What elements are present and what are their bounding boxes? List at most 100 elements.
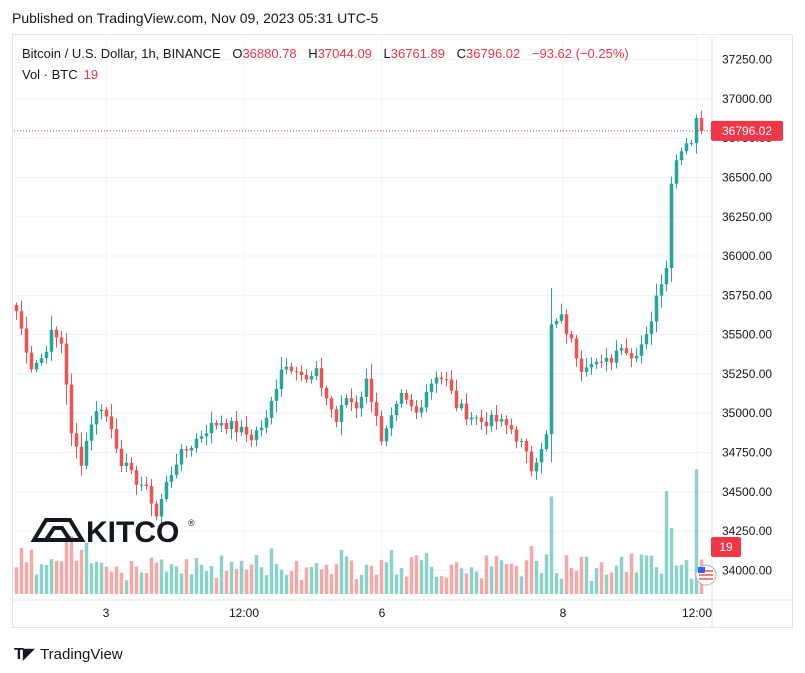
- volume-bar: [159, 559, 164, 594]
- candle-body: [444, 379, 449, 381]
- candle-body: [304, 375, 309, 380]
- time-tick-label: 3: [103, 606, 110, 620]
- price-tick-label: 34500.00: [722, 485, 772, 499]
- volume-bar: [484, 555, 489, 594]
- price-tick-label: 37000.00: [722, 92, 772, 106]
- price-tick-label: 34250.00: [722, 524, 772, 538]
- candle-body: [299, 371, 304, 376]
- candle-body: [434, 377, 439, 384]
- candle-body: [439, 377, 444, 380]
- candle-body: [569, 334, 574, 339]
- candle-body: [629, 353, 634, 359]
- candle-body: [234, 420, 239, 433]
- volume-bar: [69, 536, 74, 594]
- volume-bar: [414, 555, 419, 594]
- volume-bar: [154, 562, 159, 594]
- high-label: H: [308, 46, 318, 61]
- candle-body: [209, 422, 214, 434]
- volume-bar: [579, 556, 584, 594]
- volume-bar: [59, 561, 64, 594]
- candle-body: [519, 440, 524, 442]
- volume-bar: [104, 566, 109, 594]
- volume-bar: [669, 527, 674, 594]
- candle-body: [499, 419, 504, 422]
- candle-body: [164, 481, 169, 500]
- volume-bar: [524, 560, 529, 594]
- candle-body: [124, 462, 129, 467]
- candle-body: [169, 474, 174, 482]
- candle-body: [494, 414, 499, 422]
- volume-bar: [509, 563, 514, 594]
- tradingview-logo[interactable]: T◤ TradingView: [14, 644, 123, 664]
- volume-bar: [319, 569, 324, 594]
- volume-bar: [419, 560, 424, 594]
- tradingview-icon: T◤: [14, 646, 35, 663]
- volume-bar: [179, 573, 184, 594]
- volume-bar: [164, 571, 169, 594]
- price-tick-label: 35750.00: [722, 288, 772, 302]
- volume-bar: [554, 573, 559, 594]
- candle-body: [194, 438, 199, 449]
- volume-bar: [569, 567, 574, 594]
- volume-bar: [434, 576, 439, 594]
- candle-body: [14, 304, 19, 312]
- candle-body: [614, 350, 619, 363]
- candle-body: [239, 426, 244, 433]
- candle-body: [109, 416, 114, 430]
- candle-body: [344, 398, 349, 406]
- candle-body: [49, 329, 54, 352]
- candle-body: [349, 398, 354, 403]
- volume-bar: [74, 560, 79, 594]
- volume-bar: [39, 564, 44, 594]
- volume-bar: [64, 535, 69, 594]
- candle-body: [579, 358, 584, 372]
- candle-body: [139, 484, 144, 486]
- volume-bar: [584, 556, 589, 594]
- volume-bar: [44, 564, 49, 594]
- candle-body: [384, 428, 389, 442]
- volume-bar: [449, 564, 454, 594]
- candle-body: [364, 378, 369, 397]
- volume-bar: [399, 567, 404, 594]
- candle-body: [389, 415, 394, 429]
- candle-body: [399, 392, 404, 404]
- candle-body: [424, 391, 429, 408]
- volume-bar: [369, 565, 374, 594]
- candle-body: [674, 160, 679, 184]
- candle-body: [694, 118, 699, 144]
- candle-body: [429, 383, 434, 392]
- candle-body: [549, 324, 554, 435]
- volume-bar: [564, 555, 569, 594]
- candle-body: [659, 284, 664, 296]
- candle-body: [264, 417, 269, 428]
- candle-body: [224, 422, 229, 430]
- volume-bar: [539, 572, 544, 594]
- volume-bar: [289, 571, 294, 594]
- candle-body: [359, 396, 364, 409]
- candle-body: [274, 388, 279, 401]
- candle-body: [134, 470, 139, 485]
- candle-body: [294, 371, 299, 373]
- candle-body: [589, 364, 594, 368]
- candle-body: [84, 440, 89, 466]
- volume-bar: [264, 575, 269, 594]
- candle-body: [474, 417, 479, 419]
- volume-bar: [334, 564, 339, 594]
- candle-body: [369, 378, 374, 403]
- candle-body: [99, 409, 104, 412]
- volume-bar: [644, 555, 649, 594]
- volume-bar: [639, 554, 644, 594]
- candle-body: [644, 334, 649, 345]
- volume-bar: [694, 469, 699, 594]
- candle-body: [574, 338, 579, 359]
- candle-body: [529, 451, 534, 472]
- volume-bar: [654, 567, 659, 594]
- volume-bar: [169, 564, 174, 594]
- kitco-logo-icon: [30, 518, 86, 542]
- volume-bar: [614, 565, 619, 594]
- published-caption: Published on TradingView.com, Nov 09, 20…: [12, 10, 379, 26]
- candle-body: [664, 268, 669, 285]
- candle-body: [279, 369, 284, 389]
- candle-body: [639, 344, 644, 356]
